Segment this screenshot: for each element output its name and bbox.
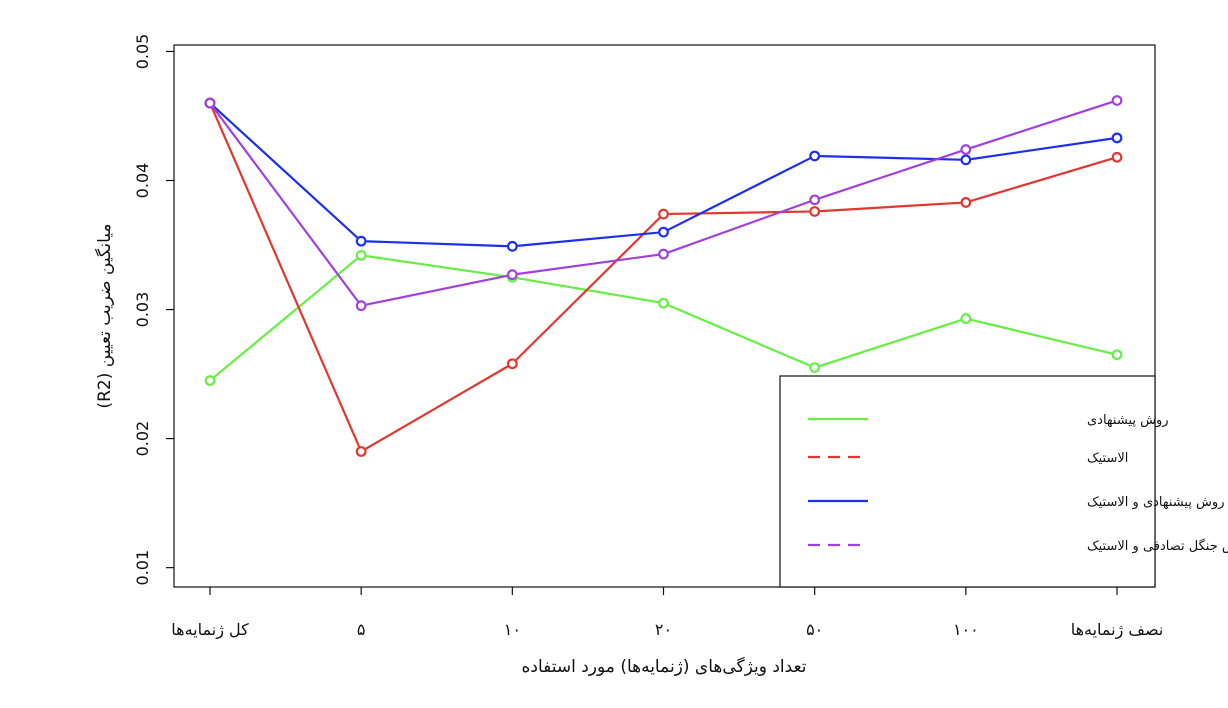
series-line-segment [970,137,1113,161]
data-point [204,97,216,109]
series-line-segment [667,157,811,231]
series-line-segment [668,210,810,216]
series-line-segment [366,240,508,248]
data-point [506,240,518,252]
data-point [809,362,821,374]
series-line-segment [213,106,358,239]
data-point [960,144,972,155]
data-point [658,226,669,238]
y-tick-label: 0.02 [133,421,152,457]
legend: روش پیشنهادی الاستیک ترکیب روش پیشنهادی و … [779,375,1228,588]
y-tick-label: 0.04 [133,163,152,199]
series-line-segment [819,201,961,213]
x-tick-label: ۲۰ [655,620,672,639]
data-point [355,249,367,261]
series-line-segment [819,319,962,367]
data-point [1111,151,1123,163]
data-point [809,194,821,206]
series-line-segment [970,318,1113,355]
series-line-segment [515,217,661,361]
data-point [809,150,821,162]
legend-label: الاستیک [1087,451,1128,466]
data-point [658,208,669,220]
series-line-segment [212,106,359,302]
y-axis: 0.01 0.02 0.03 0.04 0.05 [133,34,174,586]
series-line-segment [517,231,659,247]
data-point [658,297,669,309]
series-line-segment [365,365,509,450]
legend-box [779,375,1156,588]
data-point [960,197,972,208]
series-line-segment [970,157,1113,202]
x-tick-label: ۱۰۰ [953,620,979,639]
series-layer [204,95,1123,457]
x-tick-label: ۵ [357,620,366,639]
data-point [1111,349,1123,361]
series-line-segment [211,107,360,448]
legend-label: روش پیشنهادی [1087,413,1169,428]
data-point [204,375,216,386]
legend-label: ترکیب روش پیشنهادی و الاستیک [1087,495,1228,510]
y-tick-label: 0.03 [133,292,152,328]
data-point [355,300,367,312]
data-point [809,206,821,217]
series-line-segment [366,255,508,278]
y-axis-title: میانگین ضریب تعیین (R2) [94,223,115,408]
x-tick-label: ۱۰ [504,620,521,639]
data-point [506,269,518,281]
series-4 [204,95,1123,312]
x-tick-label: کل ژنمایه‌ها [171,620,249,640]
series-line-segment [213,258,358,378]
series-line-segment [517,253,659,275]
series-line-segment [970,101,1113,149]
x-axis: کل ژنمایه‌ها ۵ ۱۰ ۲۰ ۵۰ ۱۰۰ نصف ژنمایه‌ها [171,587,1163,640]
x-axis-title: تعداد ویژگی‌های (ژنمایه‌ها) مورد استفاده [521,656,806,677]
series-line-segment [668,200,811,254]
x-tick-label: نصف ژنمایه‌ها [1071,620,1164,640]
data-point [355,446,367,457]
y-tick-label: 0.01 [133,550,152,586]
legend-label: ترکیب روش جنگل تصادفی و الاستیک [1087,538,1228,554]
data-point [1111,132,1123,144]
series-line-segment [819,150,962,200]
data-point [658,248,669,260]
series-line-segment [365,274,508,306]
y-tick-label: 0.05 [133,34,152,70]
data-point [960,313,972,324]
plot-frame [173,44,1156,588]
data-point [1111,95,1123,106]
data-point [355,235,367,247]
series-1 [204,249,1123,386]
series-3 [204,97,1123,252]
series-line-segment [667,304,811,367]
x-tick-label: ۵۰ [806,620,823,639]
data-point [960,154,972,166]
data-point [506,358,518,370]
